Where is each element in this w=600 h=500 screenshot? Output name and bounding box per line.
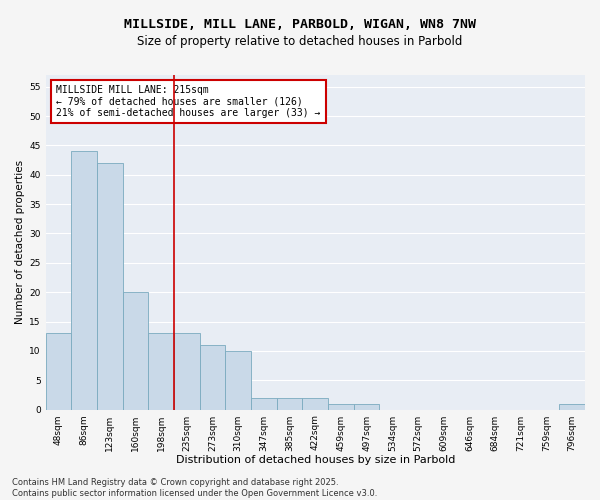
Y-axis label: Number of detached properties: Number of detached properties: [15, 160, 25, 324]
Bar: [354, 404, 379, 409]
Bar: [559, 404, 585, 409]
Bar: [302, 398, 328, 409]
Text: MILLSIDE, MILL LANE, PARBOLD, WIGAN, WN8 7NW: MILLSIDE, MILL LANE, PARBOLD, WIGAN, WN8…: [124, 18, 476, 30]
Text: Size of property relative to detached houses in Parbold: Size of property relative to detached ho…: [137, 35, 463, 48]
Bar: [122, 292, 148, 410]
Bar: [71, 152, 97, 410]
Bar: [148, 334, 174, 409]
Bar: [251, 398, 277, 409]
Text: Contains HM Land Registry data © Crown copyright and database right 2025.
Contai: Contains HM Land Registry data © Crown c…: [12, 478, 377, 498]
Bar: [277, 398, 302, 409]
Bar: [328, 404, 354, 409]
Bar: [200, 345, 226, 410]
Bar: [226, 351, 251, 410]
X-axis label: Distribution of detached houses by size in Parbold: Distribution of detached houses by size …: [176, 455, 455, 465]
Bar: [46, 334, 71, 409]
Bar: [174, 334, 200, 409]
Text: MILLSIDE MILL LANE: 215sqm
← 79% of detached houses are smaller (126)
21% of sem: MILLSIDE MILL LANE: 215sqm ← 79% of deta…: [56, 85, 320, 118]
Bar: [97, 163, 122, 410]
